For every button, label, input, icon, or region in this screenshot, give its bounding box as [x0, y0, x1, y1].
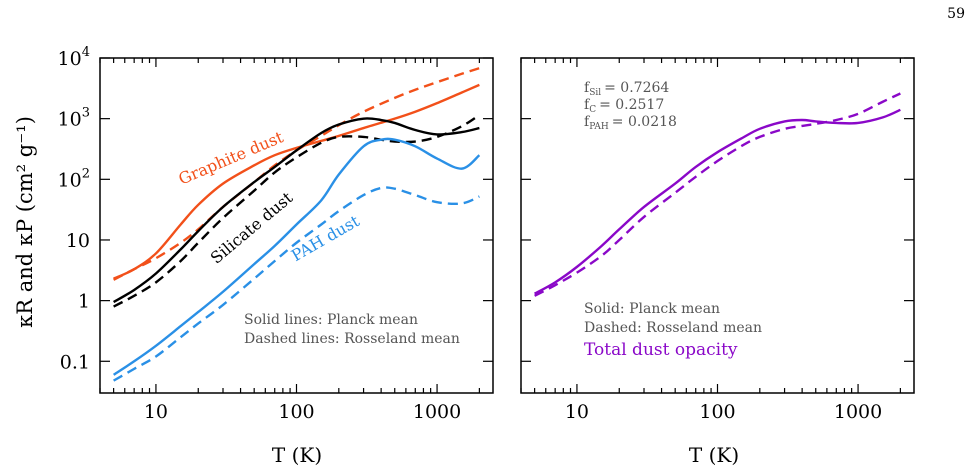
- x-tick-label: 10: [144, 401, 168, 423]
- fraction-silicate-value: = 0.7264: [604, 80, 669, 96]
- series-line-pah-dashed: [113, 186, 480, 382]
- x-tick-label: 1000: [413, 401, 461, 423]
- panel-total-opacity: 10 100 1000: [520, 57, 915, 423]
- x-tick-label: 100: [278, 401, 314, 423]
- series-line-silicate-dashed: [113, 113, 481, 308]
- note-solid-right: Solid: Planck mean: [584, 301, 720, 317]
- y-axis-label: κR and κP (cm² g⁻¹): [13, 116, 37, 328]
- y-tick-label: 103: [58, 106, 90, 131]
- x-axis-label-left: T (K): [272, 443, 322, 467]
- note-dashed-left: Dashed lines: Rosseland mean: [244, 331, 460, 347]
- legend-total-opacity: Total dust opacity: [584, 340, 738, 360]
- fraction-silicate-base: f: [584, 80, 591, 96]
- x-tick-label: 10: [565, 401, 589, 423]
- series-line-graphite-solid: [113, 83, 480, 280]
- fraction-carbon-value: = 0.2517: [599, 97, 664, 113]
- x-tick-label: 1000: [834, 401, 882, 423]
- y-tick-label: 104: [58, 45, 90, 70]
- series-line-total-solid: [534, 108, 901, 295]
- fraction-carbon-base: f: [584, 97, 591, 113]
- fraction-pah-base: f: [584, 114, 591, 130]
- x-axis-label-right: T (K): [689, 443, 739, 467]
- y-tick-label: 10: [66, 230, 90, 252]
- y-tick-label: 0.1: [60, 351, 90, 373]
- y-tick-label: 1: [78, 291, 90, 313]
- panel-component-opacity: 10 100 1000 0.1 1 10 102 103 104: [58, 45, 494, 423]
- fraction-carbon: fC = 0.2517: [584, 97, 664, 115]
- fraction-carbon-sub: C: [589, 105, 596, 115]
- y-tick-label: 102: [58, 166, 90, 191]
- fraction-silicate-sub: Sil: [589, 88, 601, 98]
- note-dashed-right: Dashed: Rosseland mean: [584, 320, 762, 336]
- fraction-pah-value: = 0.0218: [612, 114, 677, 130]
- page-number: 59: [947, 6, 965, 22]
- series-line-total-dashed: [534, 92, 901, 297]
- x-tick-label: 100: [699, 401, 735, 423]
- series-label-pah: PAH dust: [288, 211, 363, 265]
- note-solid-left: Solid lines: Planck mean: [244, 312, 418, 328]
- series-label-silicate: Silicate dust: [207, 188, 297, 268]
- series-line-silicate-solid: [113, 117, 480, 304]
- fraction-pah: fPAH = 0.0218: [584, 114, 677, 132]
- fraction-silicate: fSil = 0.7264: [584, 80, 669, 98]
- series-line-pah-solid: [112, 137, 481, 376]
- fraction-pah-sub: PAH: [589, 122, 609, 132]
